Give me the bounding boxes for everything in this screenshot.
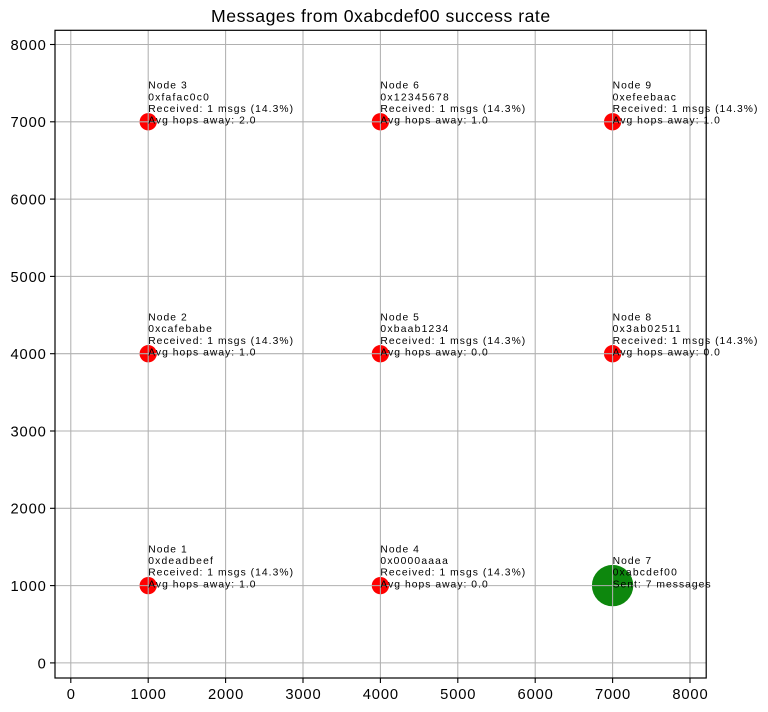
svg-text:6000: 6000 [518,687,553,703]
svg-text:8000: 8000 [672,687,707,703]
svg-text:2000: 2000 [208,687,243,703]
svg-text:Received: 1 msgs (14.3%): Received: 1 msgs (14.3%) [148,568,293,579]
svg-text:0xefeebaac: 0xefeebaac [613,92,676,103]
svg-text:1000: 1000 [11,579,46,595]
svg-text:Node 7: Node 7 [613,556,652,567]
svg-text:0xbaab1234: 0xbaab1234 [380,324,448,335]
svg-text:Received: 1 msgs (14.3%): Received: 1 msgs (14.3%) [380,568,525,579]
svg-text:Node 3: Node 3 [148,81,187,92]
svg-text:Received: 1 msgs (14.3%): Received: 1 msgs (14.3%) [148,104,293,115]
svg-text:2000: 2000 [11,502,46,518]
svg-text:Node 8: Node 8 [613,313,652,324]
svg-text:Node 2: Node 2 [148,313,187,324]
svg-text:Avg hops away: 2.0: Avg hops away: 2.0 [148,116,256,127]
svg-text:Node 9: Node 9 [613,81,652,92]
svg-text:Node 1: Node 1 [148,544,187,555]
svg-text:0x3ab02511: 0x3ab02511 [613,324,681,335]
svg-text:7000: 7000 [595,687,630,703]
svg-text:0x12345678: 0x12345678 [380,92,449,103]
svg-text:Avg hops away: 1.0: Avg hops away: 1.0 [148,579,256,590]
svg-text:Avg hops away: 0.0: Avg hops away: 0.0 [613,348,721,359]
svg-text:5000: 5000 [440,687,475,703]
svg-text:6000: 6000 [11,193,46,209]
svg-text:5000: 5000 [11,270,46,286]
svg-text:0xcafebabe: 0xcafebabe [148,324,212,335]
svg-text:Avg hops away: 0.0: Avg hops away: 0.0 [380,348,488,359]
svg-text:Messages from 0xabcdef00 succe: Messages from 0xabcdef00 success rate [211,6,550,26]
svg-text:Avg hops away: 1.0: Avg hops away: 1.0 [148,348,256,359]
svg-text:Received: 1 msgs (14.3%): Received: 1 msgs (14.3%) [613,104,758,115]
svg-text:Avg hops away: 0.0: Avg hops away: 0.0 [380,579,488,590]
svg-text:Avg hops away: 1.0: Avg hops away: 1.0 [380,116,488,127]
svg-text:Received: 1 msgs (14.3%): Received: 1 msgs (14.3%) [613,336,758,347]
svg-text:0xfafac0c0: 0xfafac0c0 [148,92,209,103]
svg-text:0xabcdef00: 0xabcdef00 [613,568,677,579]
svg-text:0x0000aaaa: 0x0000aaaa [380,556,448,567]
svg-text:Avg hops away: 1.0: Avg hops away: 1.0 [613,116,721,127]
svg-text:Node 6: Node 6 [380,81,419,92]
svg-text:Received: 1 msgs (14.3%): Received: 1 msgs (14.3%) [380,336,525,347]
svg-text:3000: 3000 [11,424,46,440]
svg-text:Node 5: Node 5 [380,313,419,324]
svg-text:Received: 1 msgs (14.3%): Received: 1 msgs (14.3%) [380,104,525,115]
svg-text:8000: 8000 [11,38,46,54]
svg-text:4000: 4000 [11,347,46,363]
svg-text:Received: 1 msgs (14.3%): Received: 1 msgs (14.3%) [148,336,293,347]
svg-text:Node 4: Node 4 [380,544,419,555]
svg-text:0xdeadbeef: 0xdeadbeef [148,556,213,567]
svg-text:0: 0 [38,656,46,672]
svg-text:1000: 1000 [131,687,166,703]
svg-text:Sent: 7 messages: Sent: 7 messages [613,579,711,590]
svg-text:3000: 3000 [285,687,320,703]
svg-text:0: 0 [67,687,75,703]
svg-text:7000: 7000 [11,115,46,131]
svg-text:4000: 4000 [363,687,398,703]
